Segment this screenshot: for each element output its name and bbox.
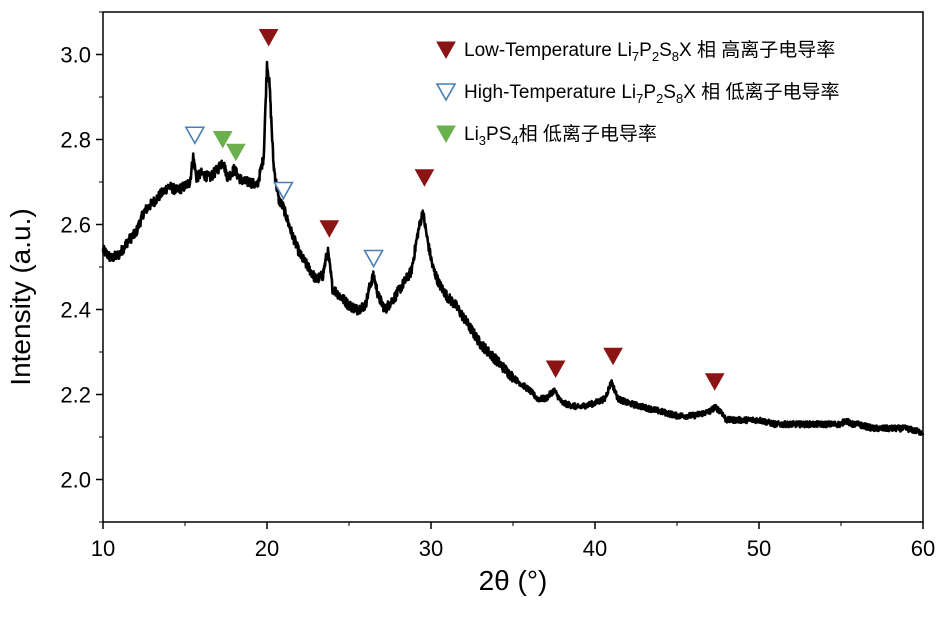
x-tick-label: 30: [419, 536, 443, 561]
y-tick-label: 2.6: [60, 213, 91, 238]
legend-text-part: X 相 高离子电导率: [679, 39, 835, 61]
x-axis-ticks: 10 20 30 40 50 60: [91, 522, 935, 561]
legend: Low-Temperature Li7P2S8X 相 高离子电导率High-Te…: [435, 39, 839, 148]
low-temperature-legend-marker: [436, 41, 456, 60]
legend-text-part: 8: [676, 91, 683, 106]
low-temperature-peak-marker: [319, 220, 340, 238]
y-tick-label: 2.4: [60, 298, 91, 323]
high-temperature-peak-marker: [184, 126, 206, 145]
y-tick-label: 2.2: [60, 383, 91, 408]
li3ps4-legend-marker: [436, 125, 456, 144]
legend-text-part: X 相 低离子电导率: [683, 81, 839, 103]
legend-text-part: 2: [652, 49, 659, 64]
legend-text-part: 2: [656, 91, 663, 106]
y-axis-ticks: 2.0 2.2 2.4 2.6 2.8 3.0: [60, 11, 103, 523]
x-tick-label: 40: [583, 536, 607, 561]
legend-text-part: 相 低离子电导率: [519, 123, 657, 145]
legend-text-part: 7: [632, 49, 639, 64]
legend-label-high-temperature: High-Temperature Li7P2S8X 相 低离子电导率: [464, 81, 839, 106]
y-axis-title: Intensity (a.u.): [5, 208, 36, 385]
x-tick-label: 10: [91, 536, 115, 561]
legend-text-part: 8: [672, 49, 679, 64]
legend-text-part: 7: [636, 91, 643, 106]
y-tick-label: 2.8: [60, 128, 91, 153]
low-temperature-peak-marker: [414, 169, 435, 187]
x-tick-label: 60: [911, 536, 935, 561]
legend-text-part: S: [659, 40, 672, 61]
legend-text-part: P: [643, 82, 656, 103]
legend-label-li3ps4: Li3PS4相 低离子电导率: [464, 123, 657, 148]
peak-markers: [184, 29, 725, 391]
x-tick-label: 50: [747, 536, 771, 561]
legend-text-part: 4: [511, 133, 518, 148]
high-temperature-peak-marker: [273, 181, 294, 201]
x-tick-label: 20: [255, 536, 279, 561]
legend-text-part: P: [639, 40, 652, 61]
legend-text-part: Low-Temperature Li: [464, 40, 632, 61]
plot-frame: [102, 11, 924, 523]
li3ps4-peak-marker: [225, 143, 246, 162]
legend-text-part: PS: [486, 124, 511, 145]
y-tick-label: 2.0: [60, 468, 91, 493]
li3ps4-peak-marker: [212, 131, 233, 149]
legend-text-part: Li: [464, 124, 479, 145]
series-line: [101, 60, 925, 436]
legend-text-part: S: [663, 82, 676, 103]
legend-text-part: 3: [479, 133, 486, 148]
low-temperature-peak-marker: [545, 360, 566, 379]
y-tick-label: 3.0: [60, 43, 91, 68]
low-temperature-peak-marker: [258, 29, 279, 47]
low-temperature-peak-marker: [704, 373, 725, 391]
legend-label-low-temperature: Low-Temperature Li7P2S8X 相 高离子电导率: [464, 39, 835, 64]
high-temperature-legend-marker: [435, 83, 457, 102]
x-axis-title: 2θ (°): [479, 565, 548, 596]
low-temperature-peak-marker: [603, 347, 623, 366]
high-temperature-peak-marker: [363, 249, 384, 269]
legend-text-part: High-Temperature Li: [464, 82, 636, 103]
